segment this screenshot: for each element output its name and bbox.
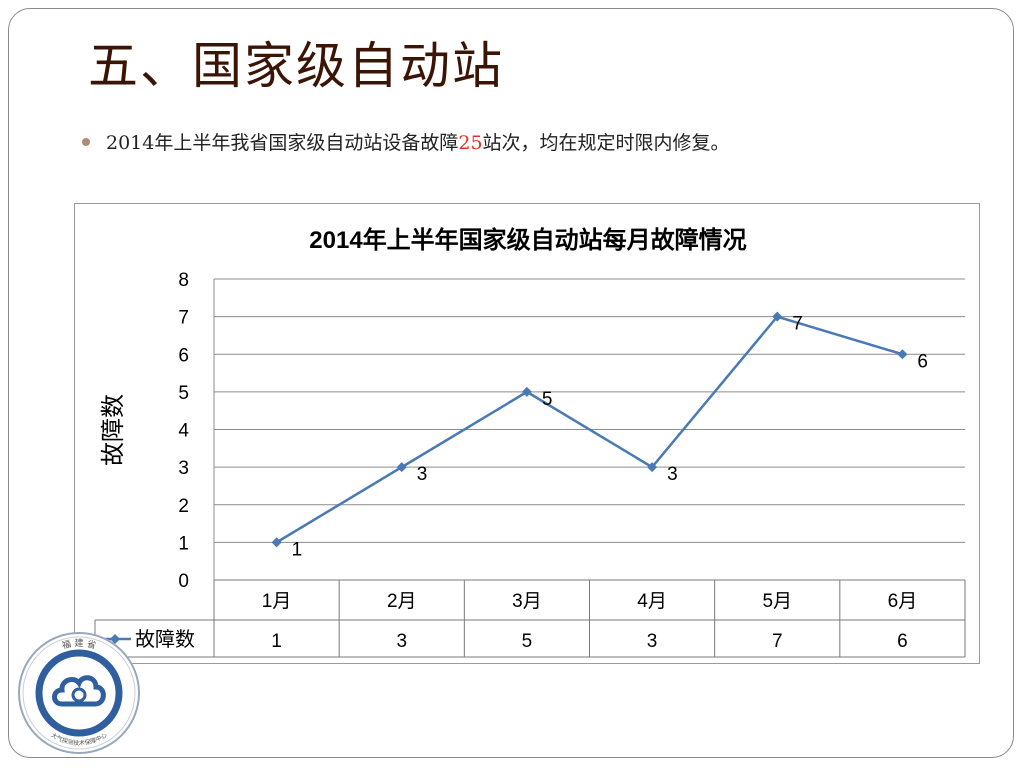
legend-label: 故障数 xyxy=(135,627,195,651)
table-value: 3 xyxy=(396,631,407,652)
data-point xyxy=(772,311,783,322)
bullet-text-before: 2014年上半年我省国家级自动站设备故障 xyxy=(106,132,459,154)
x-category-label: 2月 xyxy=(387,591,417,612)
x-category-label: 5月 xyxy=(762,591,792,612)
data-label: 3 xyxy=(667,464,678,485)
table-value: 3 xyxy=(647,631,658,652)
data-label: 1 xyxy=(292,539,303,560)
y-tick-label: 4 xyxy=(178,421,189,442)
institution-logo-icon: 福 建 省 大气探测技术保障中心 xyxy=(18,632,140,754)
y-tick-label: 3 xyxy=(178,458,189,479)
data-label: 7 xyxy=(792,314,803,335)
y-tick-label: 6 xyxy=(178,345,189,366)
x-category-label: 4月 xyxy=(637,591,667,612)
chart-container: 2014年上半年国家级自动站每月故障情况 0 1 2 3 4 5 6 7 8 故障数 1月 2月 3月 4月… xyxy=(74,203,980,664)
data-label: 3 xyxy=(417,464,428,485)
bullet-text-after: 站次，均在规定时限内修复。 xyxy=(482,132,730,154)
x-category-label: 3月 xyxy=(512,591,542,612)
x-category-label: 6月 xyxy=(888,591,918,612)
chart-title: 2014年上半年国家级自动站每月故障情况 xyxy=(309,226,746,254)
legend-marker xyxy=(110,634,120,644)
y-tick-label: 8 xyxy=(178,270,189,291)
line-chart: 2014年上半年国家级自动站每月故障情况 0 1 2 3 4 5 6 7 8 故障数 1月 2月 3月 4月… xyxy=(94,226,966,658)
data-point xyxy=(521,386,532,397)
data-point xyxy=(271,537,282,548)
y-tick-label: 1 xyxy=(178,533,189,554)
series-line xyxy=(275,315,903,544)
y-tick-label: 2 xyxy=(178,496,189,517)
data-point xyxy=(897,349,908,360)
y-tick-label: 0 xyxy=(178,571,189,592)
table-value: 6 xyxy=(897,631,908,652)
data-point xyxy=(647,462,658,473)
table-value: 7 xyxy=(772,631,783,652)
fault-count-highlight: 25 xyxy=(458,132,483,154)
bullet-dot-icon xyxy=(82,138,90,146)
slide-title: 五、国家级自动站 xyxy=(88,37,504,95)
y-axis-label: 故障数 xyxy=(99,394,127,466)
table-value: 1 xyxy=(271,631,282,652)
data-point xyxy=(396,462,407,473)
x-category-label: 1月 xyxy=(262,591,292,612)
y-tick-label: 7 xyxy=(178,308,189,329)
table-value: 5 xyxy=(522,631,533,652)
bullet-text: 2014年上半年我省国家级自动站设备故障25站次，均在规定时限内修复。 xyxy=(82,128,730,155)
logo-top-text: 福 建 省 xyxy=(61,637,98,652)
y-tick-label: 5 xyxy=(178,383,189,404)
data-label: 5 xyxy=(542,389,553,410)
data-label: 6 xyxy=(917,351,928,372)
